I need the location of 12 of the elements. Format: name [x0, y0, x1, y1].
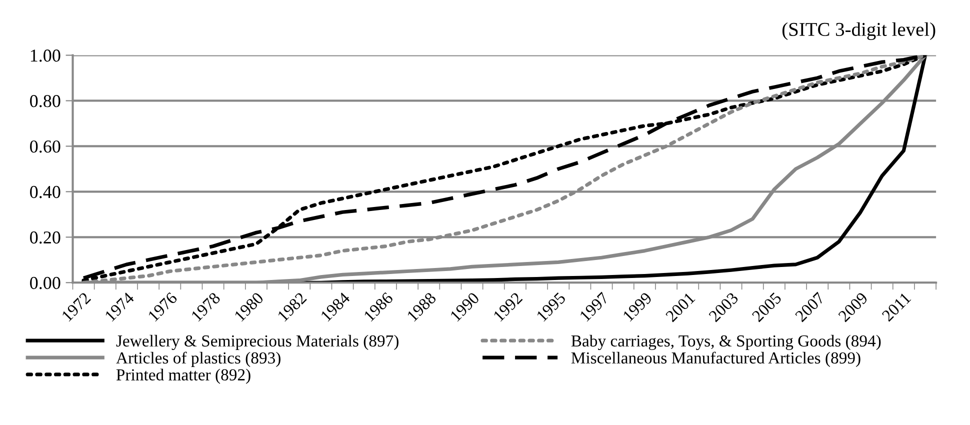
y-tick-label: 0.80 — [30, 94, 60, 108]
legend-label: Baby carriages, Toys, & Sporting Goods (894) — [571, 334, 881, 350]
legend-label: Articles of plastics (893) — [116, 352, 280, 367]
chart-title: (SITC 3-digit level) — [782, 22, 936, 40]
y-tick-label: 0.00 — [30, 276, 60, 290]
legend-label: Printed matter (892) — [116, 368, 250, 384]
legend-label: Jewellery & Semiprecious Materials (897) — [116, 334, 398, 350]
y-tick-label: 0.60 — [30, 140, 60, 153]
y-tick-label: 0.20 — [30, 231, 60, 244]
y-tick-label: 1.00 — [30, 50, 60, 62]
legend-label: Miscellaneous Manufactured Articles (899) — [571, 352, 860, 367]
y-tick-label: 0.40 — [30, 186, 60, 198]
